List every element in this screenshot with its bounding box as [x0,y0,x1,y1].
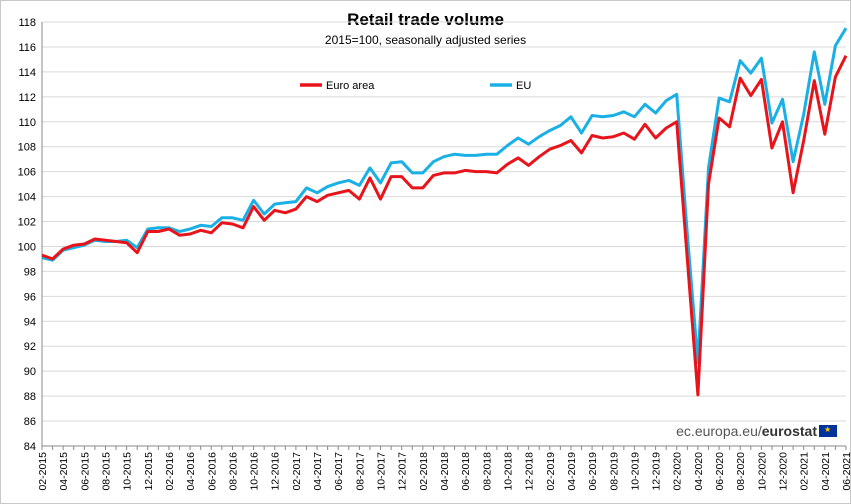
eu-flag-icon [819,425,837,437]
y-tick-label: 104 [18,192,36,204]
x-tick-label: 06-2017 [333,452,345,491]
y-tick-label: 110 [18,117,36,129]
x-tick-label: 10-2018 [502,452,514,491]
x-tick-label: 08-2015 [100,452,112,491]
x-tick-label: 02-2015 [37,452,49,491]
x-tick-label: 12-2020 [778,452,790,491]
x-tick-label: 04-2020 [693,452,705,491]
x-tick-label: 06-2016 [206,452,218,491]
legend-label: Euro area [326,80,375,92]
x-tick-label: 10-2016 [249,452,261,491]
x-tick-label: 12-2018 [524,452,536,491]
x-tick-label: 08-2017 [354,452,366,491]
x-tick-label: 10-2019 [629,452,641,491]
series-line-eu [41,27,848,364]
x-tick-label: 06-2018 [460,452,472,491]
y-tick-label: 88 [24,391,36,403]
legend: Euro area EU [300,80,531,92]
x-tick-label: 04-2019 [566,452,578,491]
x-tick-label: 02-2020 [672,452,684,491]
x-tick-label: 04-2016 [185,452,197,491]
x-tick-label: 08-2019 [608,452,620,491]
y-tick-label: 96 [24,291,36,303]
x-tick-label: 10-2020 [756,452,768,491]
x-tick-label: 06-2015 [79,452,91,491]
y-tick-label: 92 [24,341,36,353]
x-tick-label: 04-2017 [312,452,324,491]
x-tick-label: 12-2015 [143,452,155,491]
x-axis-ticks: 02-2015 04-2015 06-2015 08-2015 10-2015 12-20… [37,446,851,491]
x-tick-label: 02-2019 [545,452,557,491]
series-lines [41,27,848,397]
x-tick-label: 02-2016 [164,452,176,491]
y-tick-label: 116 [18,42,36,54]
x-tick-label: 06-2019 [587,452,599,491]
x-tick-label: 12-2016 [270,452,282,491]
x-tick-label: 04-2018 [439,452,451,491]
y-tick-label: 114 [18,67,36,79]
x-tick-label: 02-2021 [799,452,811,491]
y-tick-label: 106 [18,167,36,179]
x-tick-label: 02-2017 [291,452,303,491]
y-tick-label: 84 [24,441,36,453]
y-tick-label: 90 [24,366,36,378]
x-tick-label: 04-2021 [820,452,832,491]
x-tick-label: 02-2018 [418,452,430,491]
x-tick-label: 08-2020 [735,452,747,491]
chart-title: Retail trade volume [347,10,504,29]
x-tick-label: 04-2015 [58,452,70,491]
series-line-euro-area [41,55,848,397]
y-tick-label: 108 [18,142,36,154]
watermark-brand: eurostat [761,423,817,439]
x-tick-label: 12-2019 [651,452,663,491]
y-tick-label: 112 [18,92,36,104]
watermark-site: ec.europa.eu/ [676,423,762,439]
legend-label: EU [516,80,531,92]
axes [41,22,846,447]
eurostat-watermark: ec.europa.eu/eurostat [676,423,837,439]
chart-subtitle: 2015=100, seasonally adjusted series [324,33,527,47]
x-tick-label: 10-2017 [376,452,388,491]
y-tick-label: 102 [18,217,36,229]
x-tick-label: 06-2021 [841,452,851,491]
y-tick-label: 86 [24,416,36,428]
x-tick-label: 12-2017 [397,452,409,491]
y-tick-label: 100 [18,241,36,253]
x-tick-label: 06-2020 [714,452,726,491]
y-axis-ticks: 84 86 88 90 92 94 96 98 100 102 104 106 108 110 112 114… [18,17,36,453]
y-tick-label: 118 [18,17,36,29]
gridlines [42,21,846,447]
x-tick-label: 08-2018 [481,452,493,491]
x-tick-label: 10-2015 [122,452,134,491]
y-tick-label: 94 [24,316,36,328]
x-tick-label: 08-2016 [227,452,239,491]
y-tick-label: 98 [24,266,36,278]
